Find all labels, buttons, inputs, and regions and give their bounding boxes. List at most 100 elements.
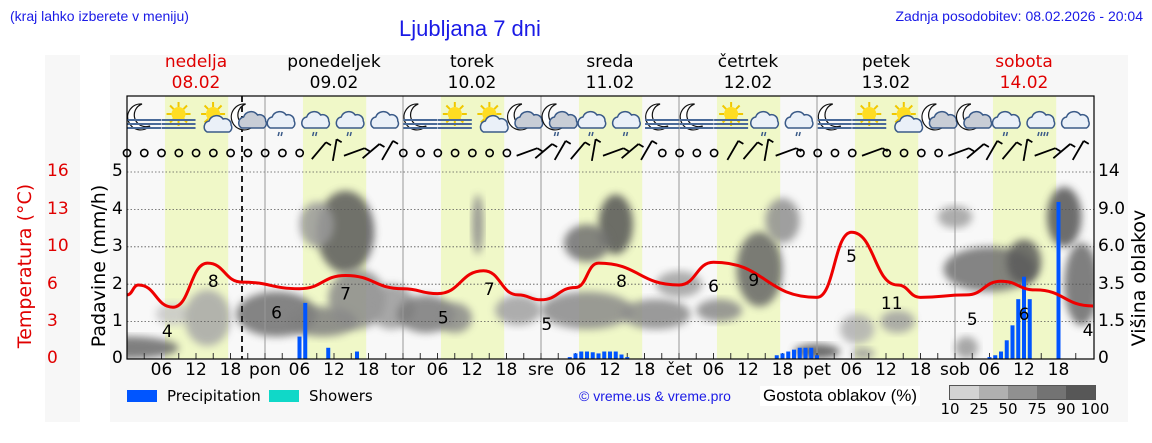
copyright-link[interactable]: © vreme.us & vreme.pro [579, 388, 731, 404]
cloud-blob [696, 299, 743, 322]
calm-wind-icon [295, 148, 305, 158]
precipitation-bar [608, 351, 612, 359]
precipitation-bar [625, 357, 630, 359]
precipitation-bar [1016, 299, 1021, 359]
cloud-icon [1060, 111, 1090, 129]
x-tick: 18 [909, 360, 932, 380]
wind-barb-icon [343, 147, 371, 157]
calm-wind-icon [450, 148, 460, 158]
calm-wind-icon [416, 148, 425, 158]
day-header-2: torek 10.02 [403, 52, 541, 94]
precipitation-bar [786, 351, 791, 359]
cloud-blob [155, 302, 191, 326]
calm-wind-icon [899, 148, 909, 158]
day-name: sreda [586, 52, 634, 72]
precipitation-bar [987, 357, 992, 359]
temperature-label: 8 [616, 272, 627, 292]
cloud-density-layer [127, 186, 1094, 359]
x-tick: 12 [461, 360, 483, 380]
sun-cloud-icon [891, 102, 924, 133]
temperature-label: 6 [1019, 305, 1030, 325]
x-tick: 12 [599, 360, 621, 380]
x-tick: čet [665, 360, 693, 380]
calm-wind-icon [433, 148, 443, 158]
density-swatch [979, 386, 1008, 399]
x-tick: pon [249, 360, 281, 380]
calm-wind-icon [813, 148, 823, 158]
weather-icons-row [127, 102, 1090, 137]
x-tick: 06 [840, 360, 863, 380]
temperature-curve [126, 230, 1094, 309]
wind-barb-icon [311, 141, 332, 160]
precipitation-bar [1004, 340, 1009, 359]
density-scale-label: 100 [1080, 400, 1110, 418]
cloud-blob [564, 224, 610, 262]
calm-wind-icon [157, 148, 166, 158]
calm-wind-icon [882, 148, 892, 158]
cloud-density-scale [949, 385, 1096, 400]
calm-wind-icon [934, 148, 943, 158]
temperature-tick: 13 [47, 199, 69, 219]
day-name: četrtek [717, 52, 779, 72]
density-swatch [1066, 386, 1095, 399]
cloud-blob [840, 314, 875, 345]
cloud-height-tick: 3.5 [1098, 274, 1126, 294]
precipitation-tick: 5 [112, 161, 123, 181]
x-tick: 12 [1013, 360, 1035, 380]
wind-barb-icon [516, 147, 543, 157]
cloud-rain-icon [784, 111, 814, 137]
precipitation-bar [602, 351, 607, 359]
day-header-5: petek 13.02 [817, 52, 955, 94]
precipitation-bar [567, 357, 572, 359]
temperature-label: 6 [708, 277, 719, 297]
cloud-height-tick: 1.5 [1098, 311, 1126, 331]
moon-fog-icon [645, 103, 680, 131]
calm-wind-icon [467, 148, 477, 158]
x-tick: tor [390, 360, 416, 380]
cloud-rain-icon [611, 111, 641, 137]
x-tick: sre [528, 360, 554, 380]
sun-fog-icon [714, 102, 749, 129]
temperature-label: 7 [484, 280, 495, 300]
last-update: Zadnja posodobitev: 08.02.2026 - 20:04 [895, 8, 1143, 24]
temperature-line: 4 8 6 7 5 7 5 8 6 9 5 11 5 6 4 [126, 230, 1094, 342]
precipitation-bar [297, 336, 302, 359]
temperature-label: 11 [881, 294, 903, 314]
density-swatch [1037, 386, 1066, 399]
day-date: 13.02 [861, 73, 911, 93]
temperature-tick: 6 [47, 274, 58, 294]
wind-barb-icon [362, 143, 385, 159]
calm-wind-icon [260, 148, 270, 158]
plot-frame [126, 95, 1095, 360]
precipitation-bars [297, 201, 1061, 359]
moon-fog-icon [817, 103, 852, 131]
moon-cloud-icon [507, 103, 544, 131]
temperature-label: 5 [967, 310, 978, 330]
calm-wind-icon [796, 148, 805, 158]
x-tick: 18 [1047, 360, 1070, 380]
day-date: 12.02 [723, 73, 773, 93]
x-tick: 18 [219, 360, 242, 380]
precipitation-bar [774, 355, 779, 359]
showers-swatch [269, 390, 299, 402]
x-tick: 18 [633, 360, 656, 380]
day-name: torek [450, 52, 494, 72]
cloud-blob [851, 347, 875, 359]
x-tick: 12 [323, 360, 345, 380]
sun-cloud-icon [201, 102, 233, 133]
wind-barb-icon [534, 143, 558, 159]
wind-barb-icon [602, 147, 630, 157]
moon-fog-icon [127, 103, 161, 131]
cloud-blob [955, 336, 978, 359]
day-date: 14.02 [999, 73, 1049, 93]
cloud-height-tick: 9.0 [1098, 199, 1126, 219]
cloud-blob [299, 201, 334, 247]
cloud-blob [765, 198, 800, 244]
precipitation-tick: 4 [112, 199, 123, 219]
day-name: petek [861, 52, 911, 72]
precipitation-bar [596, 353, 601, 359]
day-name: ponedeljek [287, 52, 381, 72]
temperature-label: 4 [162, 322, 173, 342]
wind-barb-icon [966, 143, 990, 159]
